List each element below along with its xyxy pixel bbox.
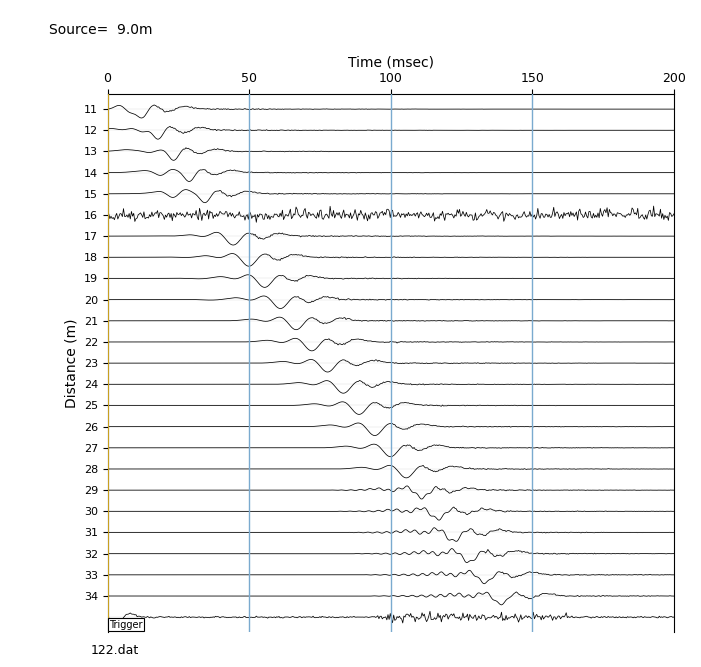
Y-axis label: Distance (m): Distance (m) (64, 318, 78, 408)
Text: Source=  9.0m: Source= 9.0m (49, 23, 153, 37)
Text: Trigger: Trigger (109, 620, 142, 630)
X-axis label: Time (msec): Time (msec) (348, 55, 434, 69)
Text: 122.dat: 122.dat (91, 644, 139, 657)
